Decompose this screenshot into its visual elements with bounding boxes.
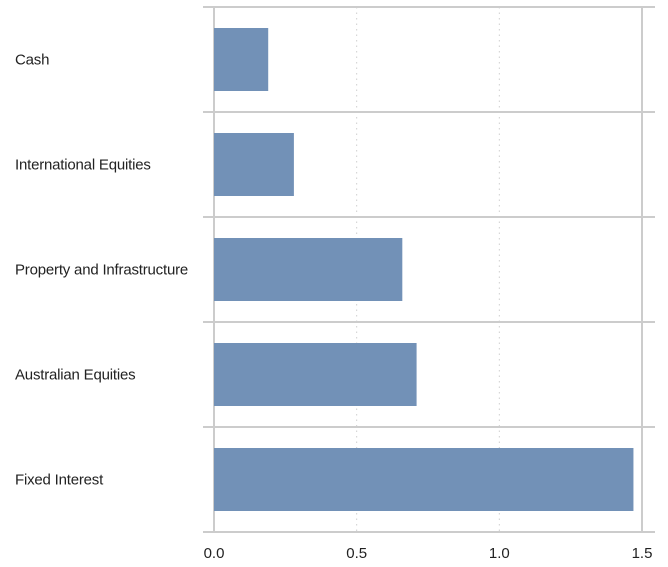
category-label: Cash: [15, 52, 49, 69]
x-tick-label: 0.0: [204, 545, 225, 562]
bar-fixed-interest: [214, 448, 634, 511]
category-label: International Equities: [15, 157, 151, 174]
x-tick-label: 1.0: [489, 545, 510, 562]
category-labels: Cash International Equities Property and I…: [15, 52, 188, 489]
bar-cash: [214, 28, 269, 91]
category-label: Fixed Interest: [15, 472, 104, 489]
category-label: Australian Equities: [15, 367, 135, 384]
bar-international-equities: [214, 133, 294, 196]
bars: [214, 28, 634, 511]
x-tick-label: 1.5: [632, 545, 653, 562]
bar-property-and-infrastructure: [214, 238, 403, 301]
category-label: Property and Infrastructure: [15, 262, 188, 279]
row-separators: [203, 6, 655, 533]
bar-australian-equities: [214, 343, 417, 406]
x-tick-labels: 0.0 0.5 1.0 1.5: [204, 545, 653, 562]
x-tick-label: 0.5: [346, 545, 367, 562]
